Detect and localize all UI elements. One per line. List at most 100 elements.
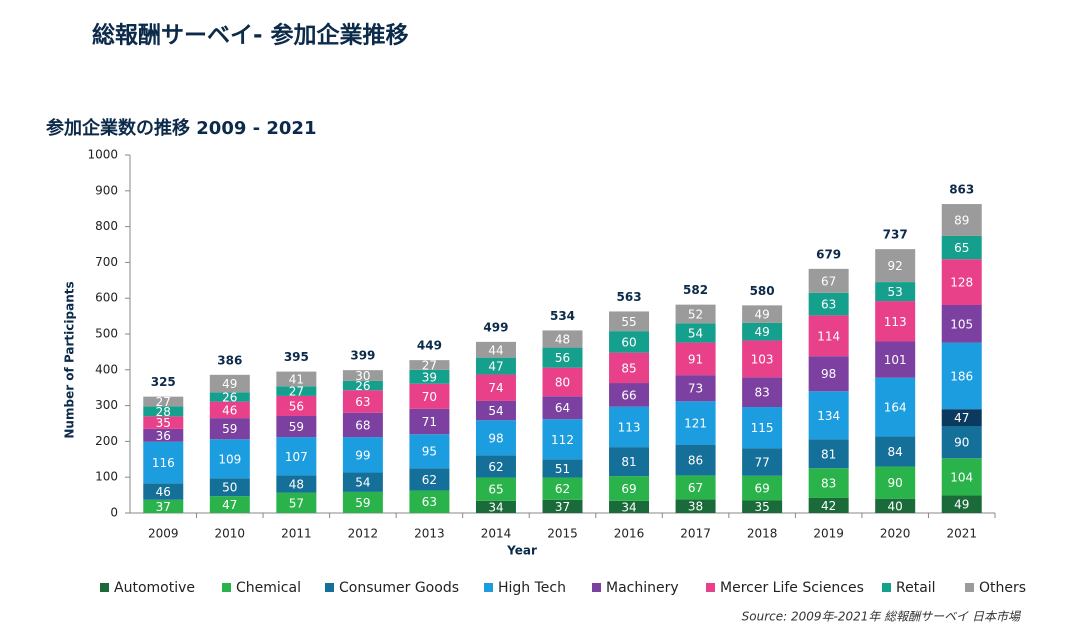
bar-segment — [475, 357, 516, 375]
x-tick-label: 2021 — [946, 527, 977, 541]
legend-swatch — [222, 583, 231, 592]
x-tick-label: 2015 — [547, 527, 578, 541]
data-label: 90 — [888, 476, 903, 490]
data-label: 104 — [950, 470, 973, 484]
bar-segment — [209, 496, 250, 513]
data-label: 42 — [821, 499, 836, 513]
bar-segment — [475, 477, 516, 501]
legend-swatch — [706, 583, 715, 592]
data-label: 47 — [222, 498, 237, 512]
data-label: 65 — [954, 241, 969, 255]
legend-label: Mercer Life Sciences — [720, 580, 864, 596]
data-label: 64 — [555, 401, 570, 415]
y-tick-label: 0 — [110, 506, 118, 520]
bar-segment — [542, 499, 583, 513]
legend-label: Retail — [896, 580, 936, 596]
bar-segment — [209, 418, 250, 440]
bar-segment — [342, 491, 383, 513]
total-label: 737 — [883, 228, 908, 242]
bar-segment — [542, 367, 583, 397]
data-label: 27 — [289, 385, 304, 399]
data-label: 55 — [621, 315, 636, 329]
data-label: 59 — [289, 420, 304, 434]
data-label: 186 — [950, 369, 973, 383]
data-label: 115 — [751, 421, 774, 435]
bar-segment — [475, 420, 516, 456]
bar-segment — [409, 434, 450, 469]
data-label: 49 — [754, 325, 769, 339]
bar-segment — [475, 374, 516, 401]
x-axis-label: Year — [506, 544, 537, 558]
data-label: 66 — [621, 388, 636, 402]
bar-segment — [409, 383, 450, 409]
x-tick-label: 2011 — [281, 527, 312, 541]
bar-segment — [609, 406, 650, 448]
bar-segment — [675, 342, 716, 376]
total-label: 325 — [151, 375, 176, 389]
x-tick-label: 2020 — [880, 527, 911, 541]
data-label: 101 — [884, 353, 907, 367]
bar-segment — [609, 447, 650, 477]
bar-segment — [675, 375, 716, 402]
bar-segment — [475, 455, 516, 478]
bar-segment — [342, 437, 383, 473]
chart-subtitle: 参加企業数の推移 2009 - 2021 — [46, 117, 316, 139]
y-tick-label: 800 — [95, 219, 118, 233]
total-label: 863 — [949, 183, 974, 197]
bar-segment — [675, 499, 716, 513]
data-label: 49 — [222, 377, 237, 391]
bar-segment — [276, 415, 317, 438]
bar-segment — [409, 360, 450, 370]
bar-segment — [143, 396, 184, 407]
data-label: 51 — [555, 462, 570, 476]
data-label: 49 — [754, 308, 769, 322]
data-label: 35 — [754, 500, 769, 514]
bar-segment — [209, 478, 250, 497]
data-label: 34 — [488, 500, 503, 514]
data-label: 86 — [688, 454, 703, 468]
x-tick-label: 2012 — [348, 527, 379, 541]
y-tick-label: 600 — [95, 291, 118, 305]
bar-segment — [209, 439, 250, 479]
data-label: 81 — [621, 455, 636, 469]
bar-segment — [542, 419, 583, 460]
bar-segment — [808, 439, 849, 469]
bar-segment — [209, 392, 250, 402]
data-label: 90 — [954, 436, 969, 450]
bar-segment — [941, 495, 982, 513]
bar-segment — [808, 268, 849, 293]
data-label: 59 — [355, 496, 370, 510]
bar-segment — [409, 408, 450, 435]
data-label: 50 — [222, 481, 237, 495]
bar-segment — [941, 204, 982, 236]
x-tick-label: 2016 — [614, 527, 645, 541]
y-tick-label: 700 — [95, 255, 118, 269]
data-label: 77 — [754, 455, 769, 469]
bar-segment — [941, 342, 982, 410]
bar-segment — [276, 386, 317, 396]
bar-segment — [941, 235, 982, 260]
bar-segment — [742, 407, 783, 449]
bar-segment — [542, 459, 583, 478]
data-label: 62 — [422, 473, 437, 487]
legend-swatch — [592, 583, 601, 592]
y-tick-label: 500 — [95, 327, 118, 341]
bar-segment — [808, 468, 849, 498]
data-label: 128 — [950, 276, 973, 290]
bar-segment — [941, 458, 982, 496]
bar-segment — [342, 390, 383, 413]
legend-swatch — [882, 583, 891, 592]
bar-segment — [409, 468, 450, 491]
bar-segment — [276, 492, 317, 513]
data-label: 54 — [688, 326, 703, 340]
y-tick-label: 1000 — [87, 148, 118, 162]
bar-segment — [143, 483, 184, 500]
bar-segment — [276, 437, 317, 476]
data-label: 60 — [621, 335, 636, 349]
bar-segment — [409, 490, 450, 513]
data-label: 99 — [355, 448, 370, 462]
bar-segment — [609, 311, 650, 332]
bar-segment — [742, 448, 783, 476]
bar-segment — [675, 323, 716, 343]
data-label: 113 — [618, 420, 641, 434]
